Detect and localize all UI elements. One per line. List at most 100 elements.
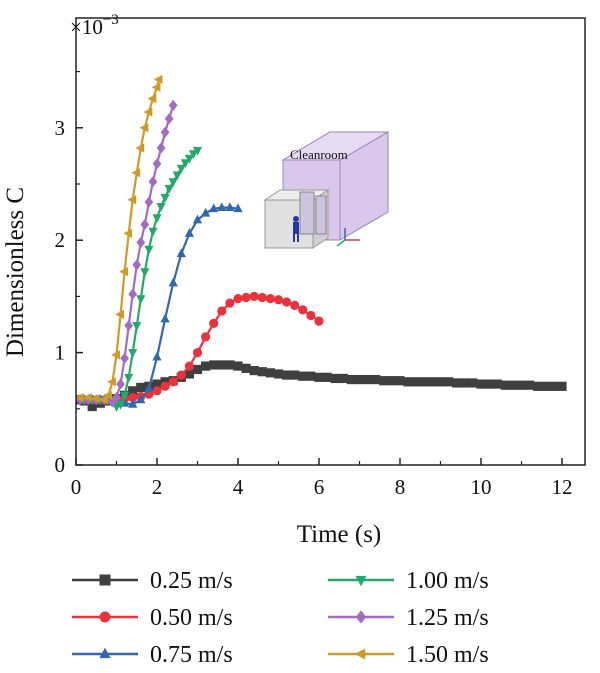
legend-marker xyxy=(354,648,366,660)
data-point xyxy=(152,214,162,224)
data-point xyxy=(152,379,162,389)
data-point xyxy=(90,394,100,404)
inset-label: Cleanroom xyxy=(290,147,348,162)
data-point xyxy=(290,300,300,310)
data-point xyxy=(136,382,146,393)
data-point xyxy=(525,380,535,390)
data-point xyxy=(516,380,527,390)
data-point xyxy=(444,377,454,387)
legend-label: 0.25 m/s xyxy=(150,568,233,594)
data-point xyxy=(217,360,227,370)
data-point xyxy=(128,288,138,300)
data-point xyxy=(557,381,567,391)
data-point xyxy=(387,376,397,386)
data-point xyxy=(139,123,149,133)
data-point xyxy=(147,93,157,104)
data-point xyxy=(128,386,138,396)
data-point xyxy=(395,376,405,386)
data-point xyxy=(298,305,308,315)
legend-item: 0.75 m/s xyxy=(72,642,233,668)
data-point xyxy=(153,74,163,85)
series-4 xyxy=(79,146,203,412)
data-point xyxy=(87,401,97,412)
data-point xyxy=(338,373,348,384)
data-point xyxy=(192,364,203,375)
legend-marker xyxy=(99,611,111,623)
legend-item: 1.50 m/s xyxy=(328,642,489,668)
data-point xyxy=(124,373,134,383)
data-point xyxy=(164,185,174,194)
data-point xyxy=(160,126,170,138)
data-point xyxy=(265,368,275,378)
data-point xyxy=(233,361,243,371)
data-point xyxy=(143,107,153,117)
legend-label: 0.75 m/s xyxy=(150,642,233,668)
y-tick-label: 1 xyxy=(55,341,66,365)
data-point xyxy=(282,370,292,380)
data-point xyxy=(201,332,211,342)
data-point xyxy=(156,203,166,212)
data-point xyxy=(160,194,170,203)
plot-frame xyxy=(75,17,586,466)
data-point xyxy=(128,399,138,408)
data-point xyxy=(233,294,243,304)
data-point xyxy=(257,292,267,303)
data-point xyxy=(371,374,381,385)
data-point xyxy=(306,310,316,321)
legend-marker xyxy=(99,647,111,659)
data-point xyxy=(201,361,211,371)
data-point xyxy=(225,202,235,212)
data-point xyxy=(306,371,316,381)
data-point xyxy=(363,374,373,385)
data-point xyxy=(160,381,170,391)
x-tick-label: 4 xyxy=(233,475,244,499)
legend-item: 0.50 m/s xyxy=(72,605,233,631)
data-point xyxy=(419,377,429,387)
data-point xyxy=(176,164,186,174)
data-point xyxy=(168,377,178,387)
data-point xyxy=(541,381,551,391)
data-point xyxy=(128,349,138,358)
y-multiplier-label: ×10−3 xyxy=(70,12,119,39)
legend-label: 0.50 m/s xyxy=(150,605,233,631)
data-point xyxy=(168,99,178,111)
data-point xyxy=(164,113,174,125)
y-multiplier-exponent: −3 xyxy=(103,12,119,28)
data-point xyxy=(500,380,510,390)
data-point xyxy=(273,369,284,379)
data-point xyxy=(136,236,146,248)
data-point xyxy=(184,361,194,371)
data-point xyxy=(116,378,125,390)
legend-marker xyxy=(99,574,111,586)
data-point xyxy=(168,178,178,188)
data-point xyxy=(168,277,178,287)
data-point xyxy=(120,391,130,401)
data-point xyxy=(492,379,502,389)
data-point xyxy=(148,227,158,237)
data-point xyxy=(435,377,446,387)
data-point xyxy=(225,360,235,370)
data-point xyxy=(468,378,478,388)
data-point xyxy=(144,196,154,208)
data-point xyxy=(354,374,365,385)
legend-marker xyxy=(355,610,367,624)
series-3 xyxy=(79,202,243,408)
data-point xyxy=(192,146,203,156)
data-point xyxy=(111,350,120,360)
data-point xyxy=(217,202,227,212)
data-point xyxy=(144,383,154,393)
data-point xyxy=(188,150,199,159)
data-point xyxy=(233,203,243,213)
data-point xyxy=(330,373,340,384)
y-axis-label: Dimensionless C xyxy=(2,187,29,357)
data-point xyxy=(249,365,259,376)
data-point xyxy=(290,370,300,380)
legend-item: 0.25 m/s xyxy=(72,568,233,594)
data-point xyxy=(128,392,138,403)
data-point xyxy=(403,377,413,387)
x-tick-label: 10 xyxy=(471,475,492,499)
data-point xyxy=(265,294,275,304)
data-point xyxy=(427,377,437,387)
x-tick-label: 6 xyxy=(314,475,325,499)
data-point xyxy=(241,292,251,303)
